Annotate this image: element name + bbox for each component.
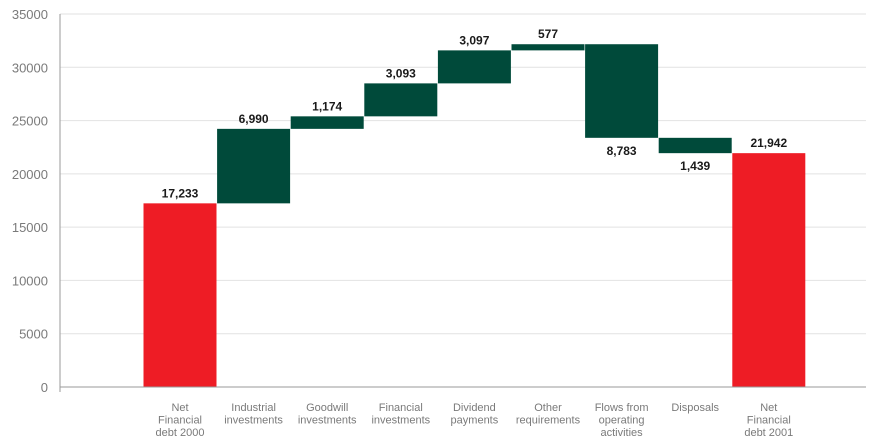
x-category-label: Flows from operating activities (595, 402, 649, 439)
x-category-label: Other requirements (516, 402, 581, 427)
x-category-label: Net Financial debt 2000 (156, 402, 205, 439)
x-category-label: Industrial investments (224, 402, 283, 427)
y-tick-label: 30000 (12, 60, 48, 75)
y-tick-label: 25000 (12, 114, 48, 129)
bar (511, 44, 585, 51)
bar (585, 44, 659, 138)
bar (217, 128, 291, 204)
bar (437, 50, 511, 84)
bar (143, 203, 217, 387)
data-label: 8,783 (607, 144, 637, 158)
y-axis-tick-labels: 0 5000 10000 15000 20000 25000 30000 35000 (12, 7, 48, 395)
bars (143, 44, 806, 387)
y-tick-label: 10000 (12, 273, 48, 288)
y-tick-label: 15000 (12, 220, 48, 235)
data-label: 1,174 (312, 99, 342, 113)
data-label: 6,990 (239, 112, 269, 126)
y-tick-label: 0 (41, 380, 48, 395)
bar (658, 137, 732, 154)
data-label: 17,233 (162, 186, 199, 200)
x-category-label: Financial investments (371, 402, 430, 427)
bar (290, 116, 364, 129)
bar (732, 153, 806, 387)
x-category-label: Dividend payments (451, 402, 499, 427)
data-label: 21,942 (750, 136, 787, 150)
y-tick-label: 35000 (12, 7, 48, 22)
data-label: 577 (538, 27, 558, 41)
bar (364, 83, 438, 117)
data-labels: 17,233 6,990 1,174 3,093 3,097 577 8,783 1,439 2… (162, 27, 788, 200)
x-axis-category-labels: Net Financial debt 2000 Industrial investmen… (156, 402, 794, 439)
data-label: 1,439 (680, 159, 710, 173)
y-tick-label: 20000 (12, 167, 48, 182)
data-label: 3,093 (386, 66, 416, 80)
data-label: 3,097 (459, 33, 489, 47)
x-category-label: Disposals (671, 402, 719, 414)
y-tick-label: 5000 (19, 327, 48, 342)
x-category-label: Net Financial debt 2001 (744, 402, 793, 439)
x-category-label: Goodwill investments (298, 402, 357, 427)
